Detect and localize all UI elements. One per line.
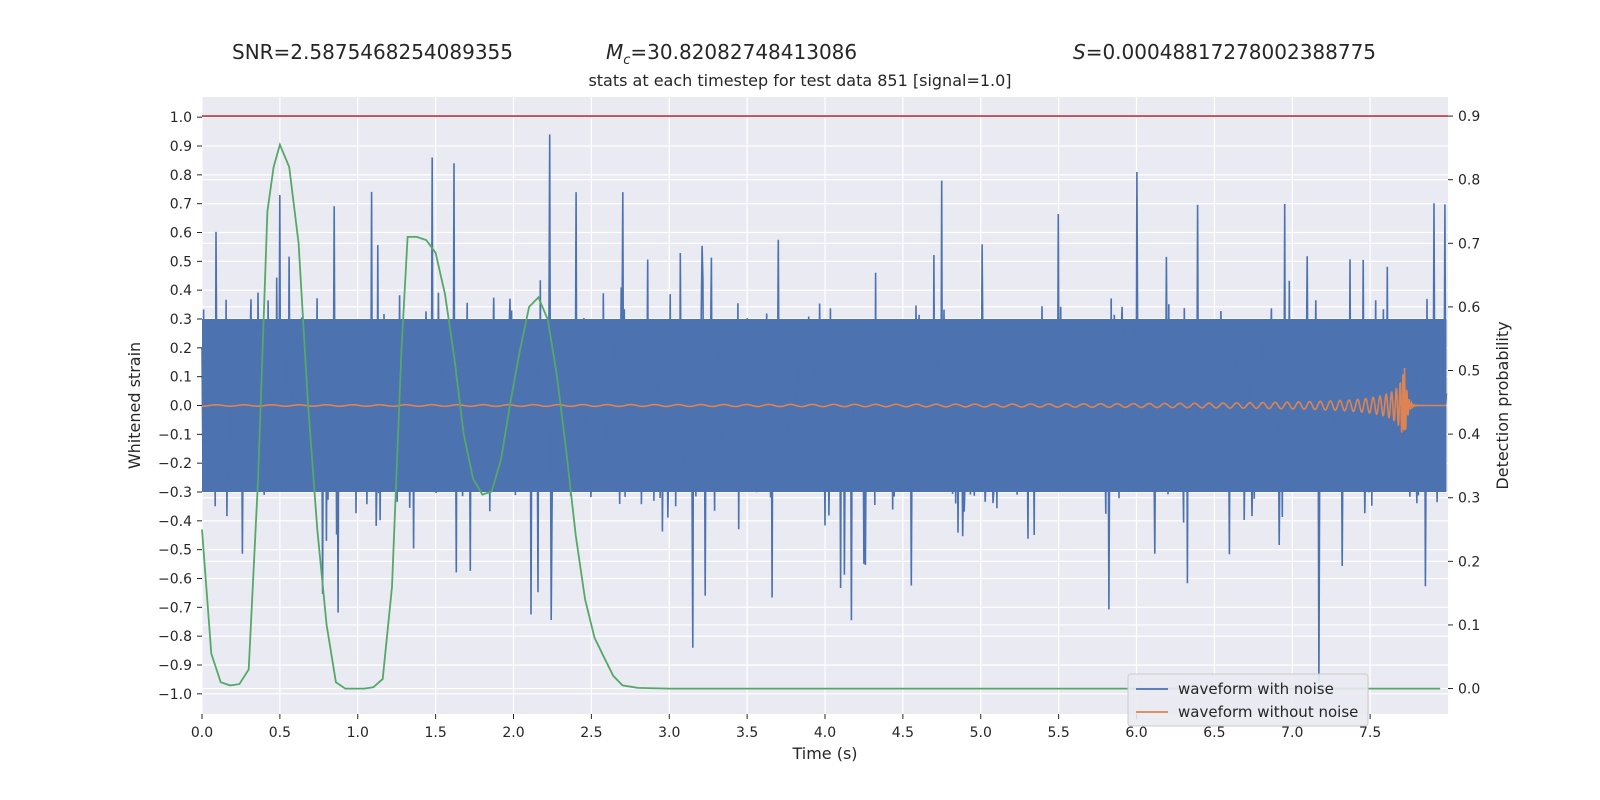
x-tick-label: 2.0 — [502, 725, 524, 741]
y-left-tick-label: −0.8 — [158, 629, 192, 645]
noise-trace — [201, 134, 1448, 683]
y-left-tick-label: −0.2 — [158, 456, 192, 472]
x-tick-label: 4.0 — [814, 725, 836, 741]
y-left-tick-label: 0.9 — [170, 139, 192, 155]
y-axis-label-right: Detection probability — [1493, 321, 1512, 489]
clean-trace — [202, 368, 1447, 433]
chirp-mass-value: =30.82082748413086 — [630, 40, 858, 64]
axes-ticks: 0.0 0.5 1.0 1.5 2.0 2.5 3.0 3.5 4.0 4.5 5.0 5.5 6.0 6… — [158, 109, 1480, 741]
chirp-mass-label: Mc=30.82082748413086 — [606, 40, 857, 68]
y-right-tick-label: 0.4 — [1458, 427, 1480, 443]
y-left-tick-label: 0.1 — [170, 370, 192, 386]
probability-trace — [201, 141, 1441, 690]
legend-label-noise: waveform with noise — [1178, 680, 1334, 698]
y-right-tick-label: 0.0 — [1458, 682, 1480, 698]
x-tick-label: 5.0 — [970, 725, 992, 741]
y-left-tick-label: 0.7 — [170, 197, 192, 213]
y-left-tick-label: −0.3 — [158, 485, 192, 501]
y-right-tick-label: 0.2 — [1458, 554, 1480, 570]
y-left-tick-label: 0.3 — [170, 312, 192, 328]
y-left-tick-label: 0.8 — [170, 168, 192, 184]
x-tick-label: 1.0 — [347, 725, 369, 741]
x-tick-label: 6.0 — [1125, 725, 1147, 741]
y-left-tick-label: 0.6 — [170, 226, 192, 242]
y-right-tick-label: 0.3 — [1458, 491, 1480, 507]
y-right-tick-label: 0.7 — [1458, 236, 1480, 252]
x-tick-label: 2.5 — [580, 725, 602, 741]
y-left-tick-label: −0.9 — [158, 658, 192, 674]
x-tick-label: 3.0 — [658, 725, 680, 741]
y-axis-label-left: Whitened strain — [125, 342, 144, 469]
y-left-tick-label: 1.0 — [170, 110, 192, 126]
y-left-tick-label: 0.2 — [170, 341, 192, 357]
s-stat-symbol: S — [1073, 40, 1086, 64]
x-tick-label: 0.0 — [191, 725, 213, 741]
x-tick-label: 7.0 — [1281, 725, 1303, 741]
chirp-mass-subscript: c — [623, 53, 631, 68]
x-tick-label: 1.5 — [424, 725, 446, 741]
snr-label: SNR=2.5875468254089355 — [232, 40, 513, 64]
y-left-tick-label: −0.4 — [158, 514, 192, 530]
x-axis-label: Time (s) — [791, 744, 857, 763]
legend: waveform with noise waveform without noi… — [1127, 673, 1369, 727]
x-tick-label: 4.5 — [892, 725, 914, 741]
x-tick-label: 5.5 — [1047, 725, 1069, 741]
y-left-tick-label: 0.4 — [170, 283, 192, 299]
y-left-tick-label: −0.5 — [158, 543, 192, 559]
chirp-mass-symbol: M — [606, 40, 624, 64]
legend-label-clean: waveform without noise — [1178, 703, 1358, 721]
x-tick-label: 6.5 — [1203, 725, 1225, 741]
y-right-tick-label: 0.8 — [1458, 173, 1480, 189]
s-stat-value: =0.00048817278002388775 — [1085, 40, 1377, 64]
legend-box — [1127, 673, 1369, 727]
y-left-tick-label: 0.0 — [170, 399, 192, 415]
s-stat-label: S=0.00048817278002388775 — [1073, 40, 1376, 64]
y-right-tick-label: 0.1 — [1458, 618, 1480, 634]
y-left-tick-label: −0.1 — [158, 427, 192, 443]
chart-title: stats at each timestep for test data 851… — [588, 71, 1012, 90]
x-tick-label: 3.5 — [736, 725, 758, 741]
series-probability — [201, 141, 1441, 690]
y-right-tick-label: 0.6 — [1458, 300, 1480, 316]
y-left-tick-label: −1.0 — [158, 687, 192, 703]
series-clean — [202, 368, 1447, 433]
y-left-tick-label: −0.7 — [158, 600, 192, 616]
x-tick-label: 0.5 — [269, 725, 291, 741]
y-left-tick-label: −0.6 — [158, 571, 192, 587]
y-right-tick-label: 0.5 — [1458, 364, 1480, 380]
x-tick-label: 7.5 — [1359, 725, 1381, 741]
y-right-tick-label: 0.9 — [1458, 109, 1480, 125]
y-left-tick-label: 0.5 — [170, 254, 192, 270]
